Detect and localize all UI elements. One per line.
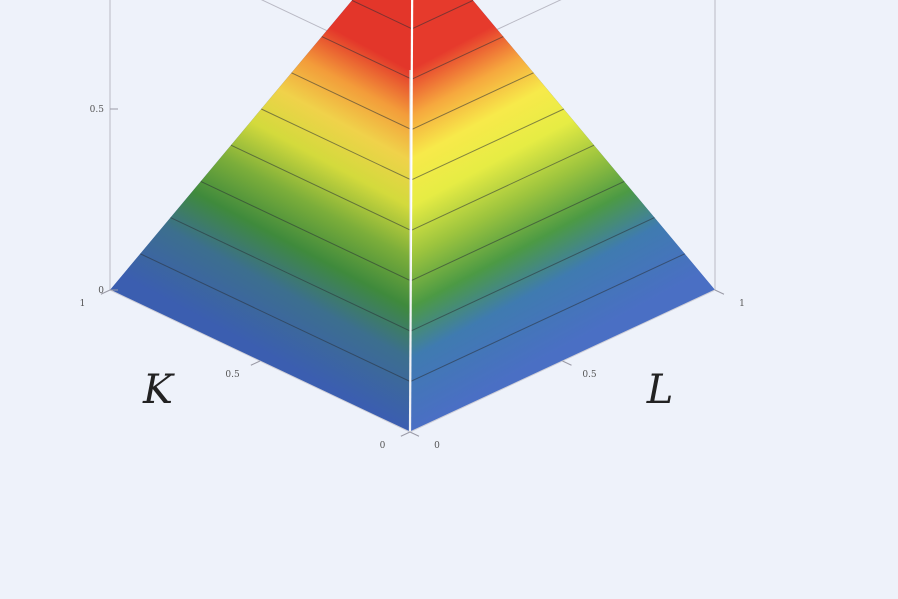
k-axis-tick-label: 0: [380, 441, 386, 451]
z-axis-tick-label: 0: [98, 286, 104, 296]
pyramid-surface: [110, 0, 715, 432]
k-axis-tick: [250, 360, 261, 366]
k-axis-tick: [100, 289, 111, 295]
pyramid-face-k: [110, 0, 413, 432]
l-axis-label: L: [646, 367, 674, 413]
z-axis-tick-label: 0.5: [90, 105, 105, 115]
l-axis-tick: [714, 289, 725, 295]
l-axis-tick: [562, 360, 572, 366]
k-axis-tick-label: 0.5: [225, 370, 240, 380]
l-axis-tick-label: 0: [434, 441, 440, 451]
l-axis-tick: [409, 431, 420, 437]
k-axis-label: K: [142, 367, 175, 413]
contour-lines: [140, 0, 686, 433]
k-axis-tick: [400, 431, 411, 437]
l-axis-tick-label: 0.5: [582, 370, 597, 380]
k-axis-tick-label: 1: [80, 299, 86, 309]
pyramid-face-l: [410, 0, 715, 432]
l-axis-tick-label: 1: [739, 299, 745, 309]
